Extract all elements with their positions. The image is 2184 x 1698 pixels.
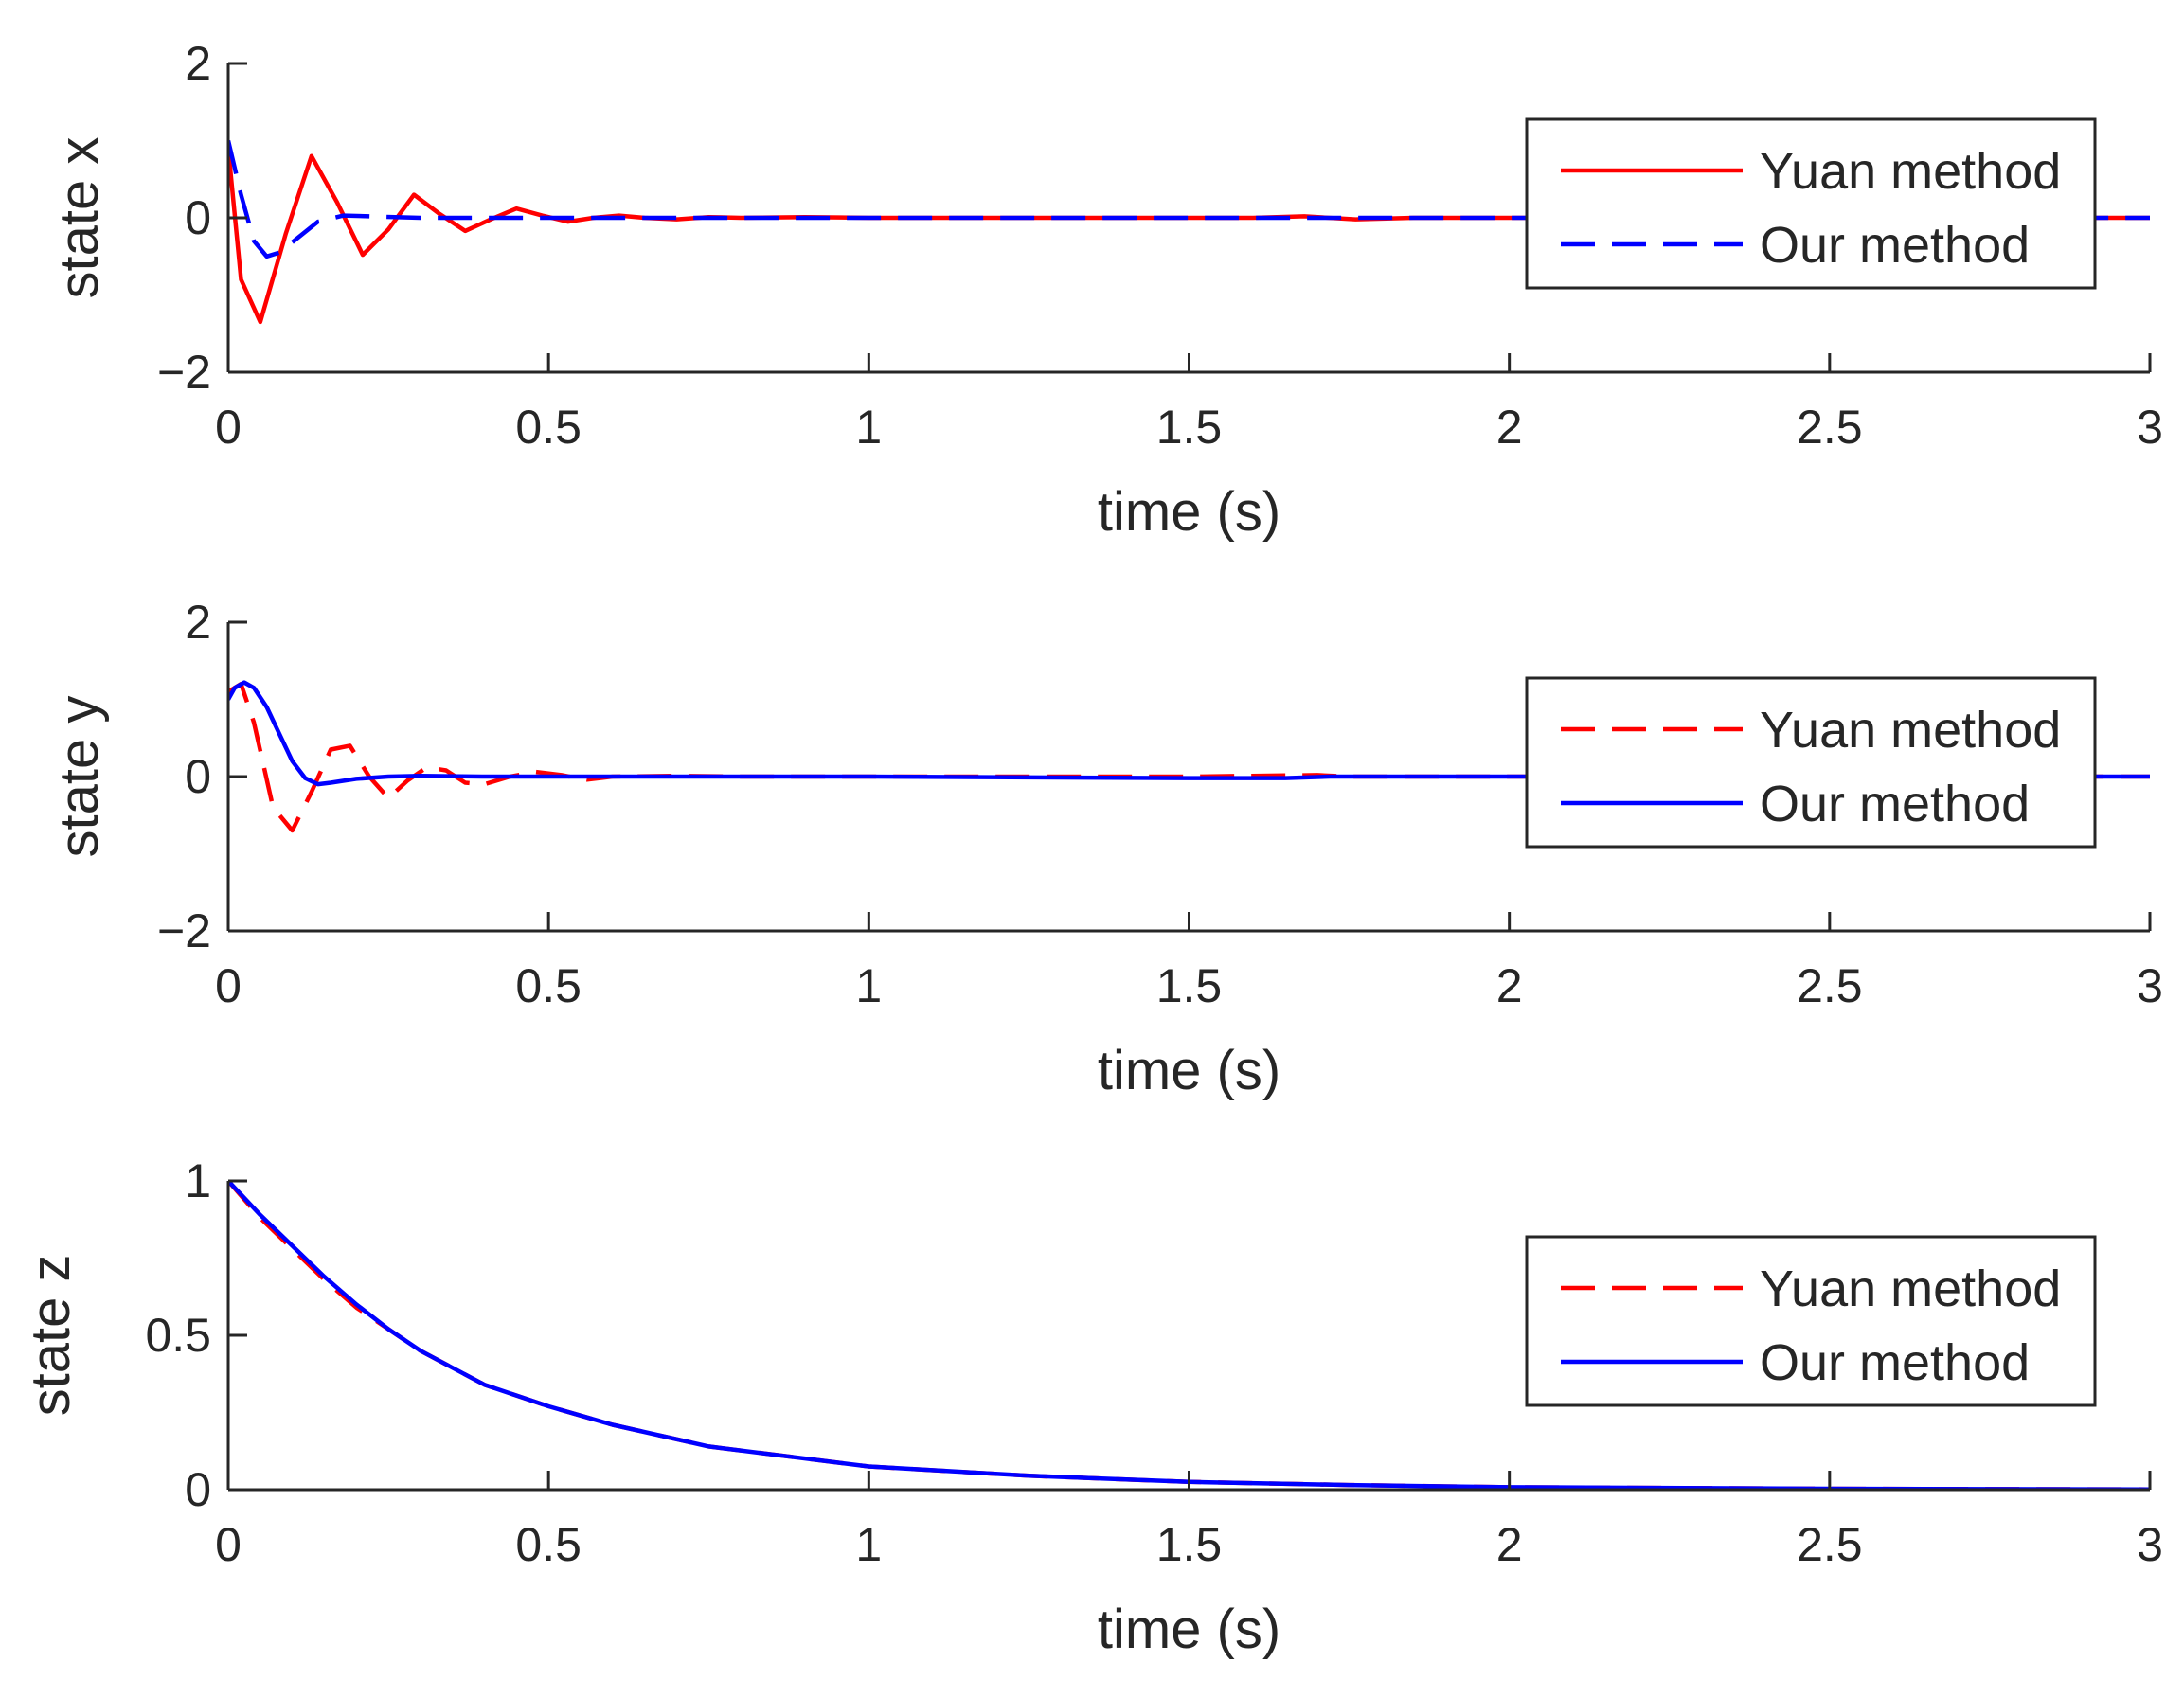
x-tick-label: 0.5 [515,401,582,454]
y-tick-label: 1 [185,1154,211,1207]
y-axis-label: state y [48,696,110,858]
x-tick-label: 1.5 [1156,401,1223,454]
x-tick-label: 0.5 [515,959,582,1012]
x-axis-label: time (s) [1098,1040,1280,1101]
legend-box [1525,1235,2097,1407]
series-line-our-method [228,139,2150,259]
x-tick-label: 1 [855,959,882,1012]
series-line-our-method [228,1181,2150,1490]
x-tick-label: 3 [2137,959,2163,1012]
x-tick-label: 1 [855,401,882,454]
x-tick-label: 2.5 [1797,1518,1863,1571]
x-tick-label: 1.5 [1156,959,1223,1012]
legend-label: Our method [1760,776,2030,832]
x-axis-label: time (s) [1098,1599,1280,1660]
x-tick-label: 3 [2137,401,2163,454]
y-tick-label: 0.5 [145,1309,211,1362]
y-tick-label: −2 [157,346,211,399]
x-tick-label: 2.5 [1797,401,1863,454]
legend-box [1525,117,2097,290]
y-tick-label: 2 [185,596,211,649]
y-axis-label: state z [20,1255,81,1417]
y-tick-label: 0 [185,191,211,244]
legend-label: Yuan method [1760,1260,2061,1317]
legend: Yuan method Our method [1525,1235,2097,1407]
x-tick-label: 1 [855,1518,882,1571]
legend-box [1525,676,2097,849]
legend-label: Yuan method [1760,143,2061,200]
legend: Yuan method Our method [1525,117,2097,290]
x-tick-label: 0 [215,1518,242,1571]
legend: Yuan method Our method [1525,676,2097,849]
x-tick-label: 2 [1496,1518,1523,1571]
series-line-our-method [228,680,2150,787]
x-tick-label: 0 [215,959,242,1012]
x-tick-label: 2 [1496,401,1523,454]
legend-label: Our method [1760,217,2030,274]
x-tick-label: 2 [1496,959,1523,1012]
legend-label: Yuan method [1760,702,2061,759]
y-tick-label: 0 [185,750,211,803]
y-tick-label: 0 [185,1463,211,1516]
y-tick-label: −2 [157,904,211,957]
subplot-state-z: 0 0.5 1 1.5 2 2.5 3 0 0.5 1 time (s) state z Yuan me… [20,1154,2163,1660]
x-tick-label: 1.5 [1156,1518,1223,1571]
y-tick-label: 2 [185,37,211,90]
x-tick-label: 2.5 [1797,959,1863,1012]
x-tick-label: 3 [2137,1518,2163,1571]
x-tick-label: 0.5 [515,1518,582,1571]
legend-label: Our method [1760,1334,2030,1391]
x-tick-label: 0 [215,401,242,454]
y-axis-label: state x [48,137,110,299]
x-axis-label: time (s) [1098,481,1280,543]
